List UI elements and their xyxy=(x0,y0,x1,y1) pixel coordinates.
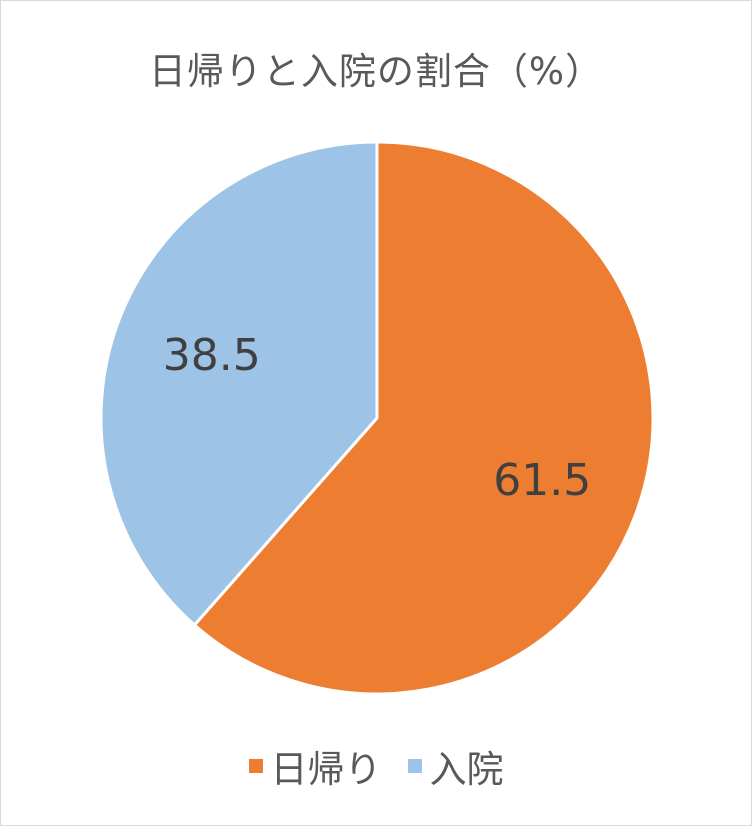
pie-data-labels: 61.5 38.5 xyxy=(163,330,591,506)
legend-swatch-day-return xyxy=(248,759,263,773)
legend-item-inpatient: 入院 xyxy=(407,739,504,793)
pie-slice-inpatient xyxy=(99,140,379,627)
legend-swatch-inpatient xyxy=(407,759,422,773)
data-label-inpatient: 38.5 xyxy=(163,330,261,381)
legend-label-day-return: 日帰り xyxy=(270,748,382,791)
data-label-day-return: 61.5 xyxy=(493,455,591,506)
pie-slices xyxy=(99,140,655,696)
chart-title: 日帰りと入院の割合（%） xyxy=(148,50,604,93)
pie-slice-day-return xyxy=(192,140,655,696)
legend: 日帰り 入院 xyxy=(1,741,751,791)
legend-label-inpatient: 入院 xyxy=(429,748,504,791)
legend-item-day-return: 日帰り xyxy=(248,739,382,793)
